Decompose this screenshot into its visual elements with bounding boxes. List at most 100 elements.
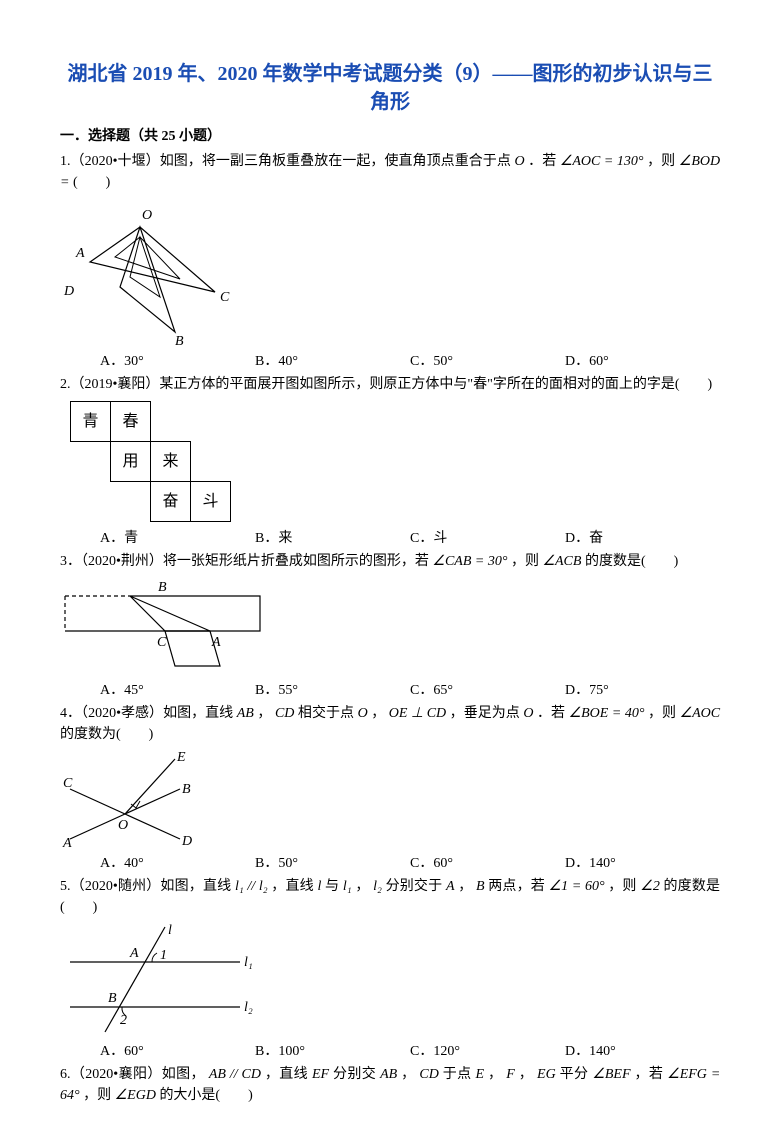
q4-var2: CD (275, 706, 294, 721)
q4-label-e: E (176, 750, 186, 765)
q6-var-ef: EF (312, 1067, 329, 1082)
q6-expr2: ∠BEF (592, 1067, 630, 1082)
q4-opt-b: B．50° (255, 853, 410, 874)
q2-opt-a: A．青 (100, 528, 255, 549)
question-5: 5.（2020•随州）如图，直线 l₁ // l₂ ，直线 l 与 l₁ ， l… (60, 876, 720, 918)
q4-figure: C B A D E O (60, 749, 720, 849)
q6-var-f: F (506, 1067, 515, 1082)
q2-cell-0: 青 (71, 402, 111, 442)
q3-label-c: C (157, 635, 167, 650)
q2-opt-d: D．奋 (565, 528, 720, 549)
q1-figure: O A D C B (60, 197, 720, 347)
q1-text-d: ( ) (73, 175, 110, 190)
q5-label-l1: l₁ (244, 955, 253, 970)
q1-label-c: C (220, 290, 230, 305)
q4-var-o2: O (523, 706, 533, 721)
q4-text-f: ．若 (537, 706, 565, 721)
q6-var-cd: CD (419, 1067, 438, 1082)
q4-label-c: C (63, 776, 73, 791)
q5-var-b: B (476, 879, 485, 894)
q6-text-i: ，若 (634, 1067, 663, 1082)
q4-label-b: B (182, 782, 191, 797)
q2-cell-2: 用 (111, 442, 151, 482)
q6-text-d: ， (401, 1067, 415, 1082)
question-2: 2.（2019•襄阳）某正方体的平面展开图如图所示，则原正方体中与"春"字所在的… (60, 374, 720, 395)
q4-expr1: OE ⊥ CD (389, 706, 446, 721)
q1-opt-c: C．50° (410, 351, 565, 372)
q5-var-l1: l₁ (343, 879, 352, 894)
question-1: 1.（2020•十堰）如图，将一副三角板重叠放在一起，使直角顶点重合于点 O ．… (60, 151, 720, 193)
page-title: 湖北省 2019 年、2020 年数学中考试题分类（9）——图形的初步认识与三角… (60, 60, 720, 116)
q2-cell-5: 斗 (191, 482, 231, 522)
q1-text-c: ，则 (647, 154, 675, 169)
q5-opt-a: A．60° (100, 1041, 255, 1062)
q3-options: A．45° B．55° C．65° D．75° (100, 680, 720, 701)
q4-var-o: O (358, 706, 368, 721)
q3-expr2: ∠ACB (542, 554, 581, 569)
q3-opt-b: B．55° (255, 680, 410, 701)
q3-opt-d: D．75° (565, 680, 720, 701)
q5-opt-b: B．100° (255, 1041, 410, 1062)
q4-text-b: ， (257, 706, 271, 721)
q5-text-h: ，则 (608, 879, 636, 894)
q5-expr2: ∠1 = 60° (549, 879, 605, 894)
q1-opt-d: D．60° (565, 351, 720, 372)
q6-text-f: ， (488, 1067, 502, 1082)
q2-options: A．青 B．来 C．斗 D．奋 (100, 528, 720, 549)
q4-text-d: ， (371, 706, 385, 721)
q1-label-o: O (142, 208, 152, 223)
q4-expr3: ∠AOC (680, 706, 721, 721)
q6-text-a: 6.（2020•襄阳）如图， (60, 1067, 205, 1082)
q5-text-d: ， (355, 879, 369, 894)
q1-opt-a: A．30° (100, 351, 255, 372)
q4-text-g: ，则 (648, 706, 676, 721)
q3-label-a: A (211, 635, 221, 650)
q4-label-d: D (181, 834, 192, 849)
q1-expr1: ∠AOC = 130° (560, 154, 644, 169)
q3-opt-c: C．65° (410, 680, 565, 701)
q2-cell-3: 来 (151, 442, 191, 482)
question-6: 6.（2020•襄阳）如图， AB // CD ，直线 EF 分别交 AB ， … (60, 1064, 720, 1106)
q3-expr1: ∠CAB = 30° (432, 554, 507, 569)
q6-text-g: ， (519, 1067, 533, 1082)
q2-opt-c: C．斗 (410, 528, 565, 549)
q1-label-a: A (75, 246, 85, 261)
q4-text-h: 的度数为( ) (60, 727, 153, 742)
q5-text-b: ，直线 (271, 879, 314, 894)
q5-label-l: l (168, 923, 172, 938)
q4-expr2: ∠BOE = 40° (569, 706, 645, 721)
q4-opt-a: A．40° (100, 853, 255, 874)
q6-text-j: ，则 (83, 1088, 111, 1103)
q6-var-ab: AB (380, 1067, 397, 1082)
q5-text-g: 两点，若 (488, 879, 545, 894)
q3-label-b: B (158, 580, 167, 595)
q2-cell-1: 春 (111, 402, 151, 442)
q1-label-d: D (63, 284, 74, 299)
q6-text-k: 的大小是( ) (159, 1088, 252, 1103)
q5-text-e: 分别交于 (386, 879, 443, 894)
q5-label-l2: l₂ (244, 1000, 253, 1015)
q5-expr3: ∠2 (640, 879, 660, 894)
q5-text-c: 与 (325, 879, 339, 894)
q6-expr1: AB // CD (209, 1067, 261, 1082)
q5-opt-d: D．140° (565, 1041, 720, 1062)
section-heading: 一．选择题（共 25 小题） (60, 126, 720, 147)
q5-var-l: l (317, 879, 321, 894)
q3-text-b: ，则 (511, 554, 539, 569)
q1-label-b: B (175, 334, 184, 347)
q4-opt-d: D．140° (565, 853, 720, 874)
q5-opt-c: C．120° (410, 1041, 565, 1062)
q4-text-c: 相交于点 (298, 706, 354, 721)
q4-label-o: O (118, 818, 128, 833)
q1-text-b: ．若 (528, 154, 556, 169)
q5-text-f: ， (458, 879, 472, 894)
q5-text-a: 5.（2020•随州）如图，直线 (60, 879, 231, 894)
q5-label-1: 1 (160, 948, 167, 963)
q2-opt-b: B．来 (255, 528, 410, 549)
q4-text-e: ，垂足为点 (450, 706, 520, 721)
q6-expr4: ∠EGD (115, 1088, 156, 1103)
q6-text-e: 于点 (443, 1067, 472, 1082)
q5-options: A．60° B．100° C．120° D．140° (100, 1041, 720, 1062)
q5-expr1: l₁ // l₂ (235, 879, 268, 894)
q6-var-e: E (475, 1067, 484, 1082)
